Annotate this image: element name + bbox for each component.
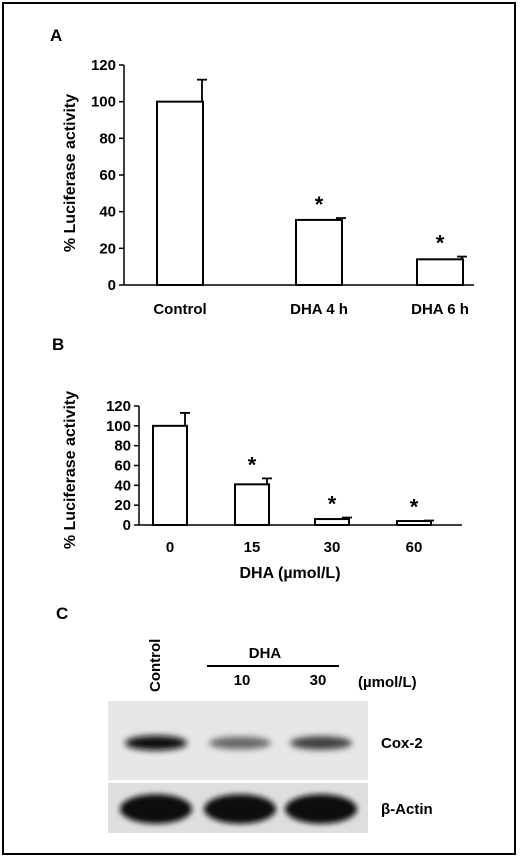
blot-conc-10: 10 [234, 672, 251, 689]
chart-a-category-label: Control [153, 301, 206, 318]
blot-band [290, 736, 352, 750]
chart-b-category-label: 60 [406, 539, 423, 556]
chart-b-y-tick-label: 40 [114, 477, 131, 494]
blot-bands [120, 735, 357, 824]
blot-row-label-actin: β-Actin [381, 801, 433, 818]
chart-b-significance-star: * [328, 492, 337, 517]
chart-a-y-tick-label: 100 [91, 94, 116, 111]
chart-b-bar [396, 520, 432, 526]
chart-a-y-tick-label: 20 [99, 240, 116, 257]
blot-group-label: DHA [249, 645, 282, 662]
chart-b-category-label: 0 [166, 539, 174, 556]
blot-band [120, 794, 192, 824]
chart-a-category-label: DHA 6 h [411, 301, 469, 318]
chart-b-y-tick-label: 20 [114, 497, 131, 514]
blot-band [209, 736, 271, 750]
chart-b-bar [234, 483, 270, 527]
chart-b-bar [314, 518, 350, 526]
chart-a-y-tick-label: 120 [91, 57, 116, 74]
panel-letter-b: B [52, 335, 64, 354]
blot-control-label: Control [147, 639, 164, 692]
chart-b-y-tick-label: 0 [123, 517, 131, 534]
chart-b-y-tick-label: 80 [114, 438, 131, 455]
chart-a-bar [416, 258, 464, 286]
chart-b-y-tick-label: 100 [106, 418, 131, 435]
figure-canvas: A B C % Luciferase activity 020406080100… [50, 26, 474, 833]
chart-a-y-tick-label: 60 [99, 167, 116, 184]
chart-b-category-label: 30 [324, 539, 341, 556]
chart-a-significance-star: * [315, 192, 324, 217]
chart-a-y-tick-label: 40 [99, 204, 116, 221]
chart-a-y-axis-title: % Luciferase activity [62, 94, 79, 252]
chart-b-bar [152, 424, 188, 527]
chart-a-bar [295, 218, 343, 287]
panel-letter-a: A [50, 26, 62, 45]
blot-band [125, 735, 187, 751]
chart-a-y-tick-label: 0 [108, 277, 116, 294]
panel-letter-c: C [56, 604, 68, 623]
chart-b-category-label: 15 [244, 539, 261, 556]
chart-a-y-tick-label: 80 [99, 130, 116, 147]
blot-unit-label: (µmol/L) [358, 674, 417, 691]
chart-b: % Luciferase activity DHA (µmol/L) 0 20 40… [62, 391, 462, 582]
blot-row-label-cox2: Cox-2 [381, 735, 423, 752]
blot-band [285, 794, 357, 824]
chart-b-x-axis-title: DHA (µmol/L) [239, 565, 340, 582]
chart-a-bar [156, 100, 204, 286]
chart-a-significance-star: * [436, 231, 445, 256]
chart-b-significance-star: * [410, 495, 419, 520]
blot-band [204, 794, 276, 824]
western-blot: Control DHA 10 30 (µmol/L) Cox-2 β-Actin [108, 639, 433, 833]
blot-conc-30: 30 [310, 672, 327, 689]
chart-a-category-label: DHA 4 h [290, 301, 348, 318]
chart-b-y-axis-title: % Luciferase activity [62, 391, 79, 549]
chart-b-y-tick-label: 120 [106, 398, 131, 415]
chart-b-significance-star: * [248, 452, 257, 477]
chart-b-y-tick-label: 60 [114, 458, 131, 475]
chart-a: % Luciferase activity 0 20 40 60 80 100 120 Con… [62, 57, 474, 318]
